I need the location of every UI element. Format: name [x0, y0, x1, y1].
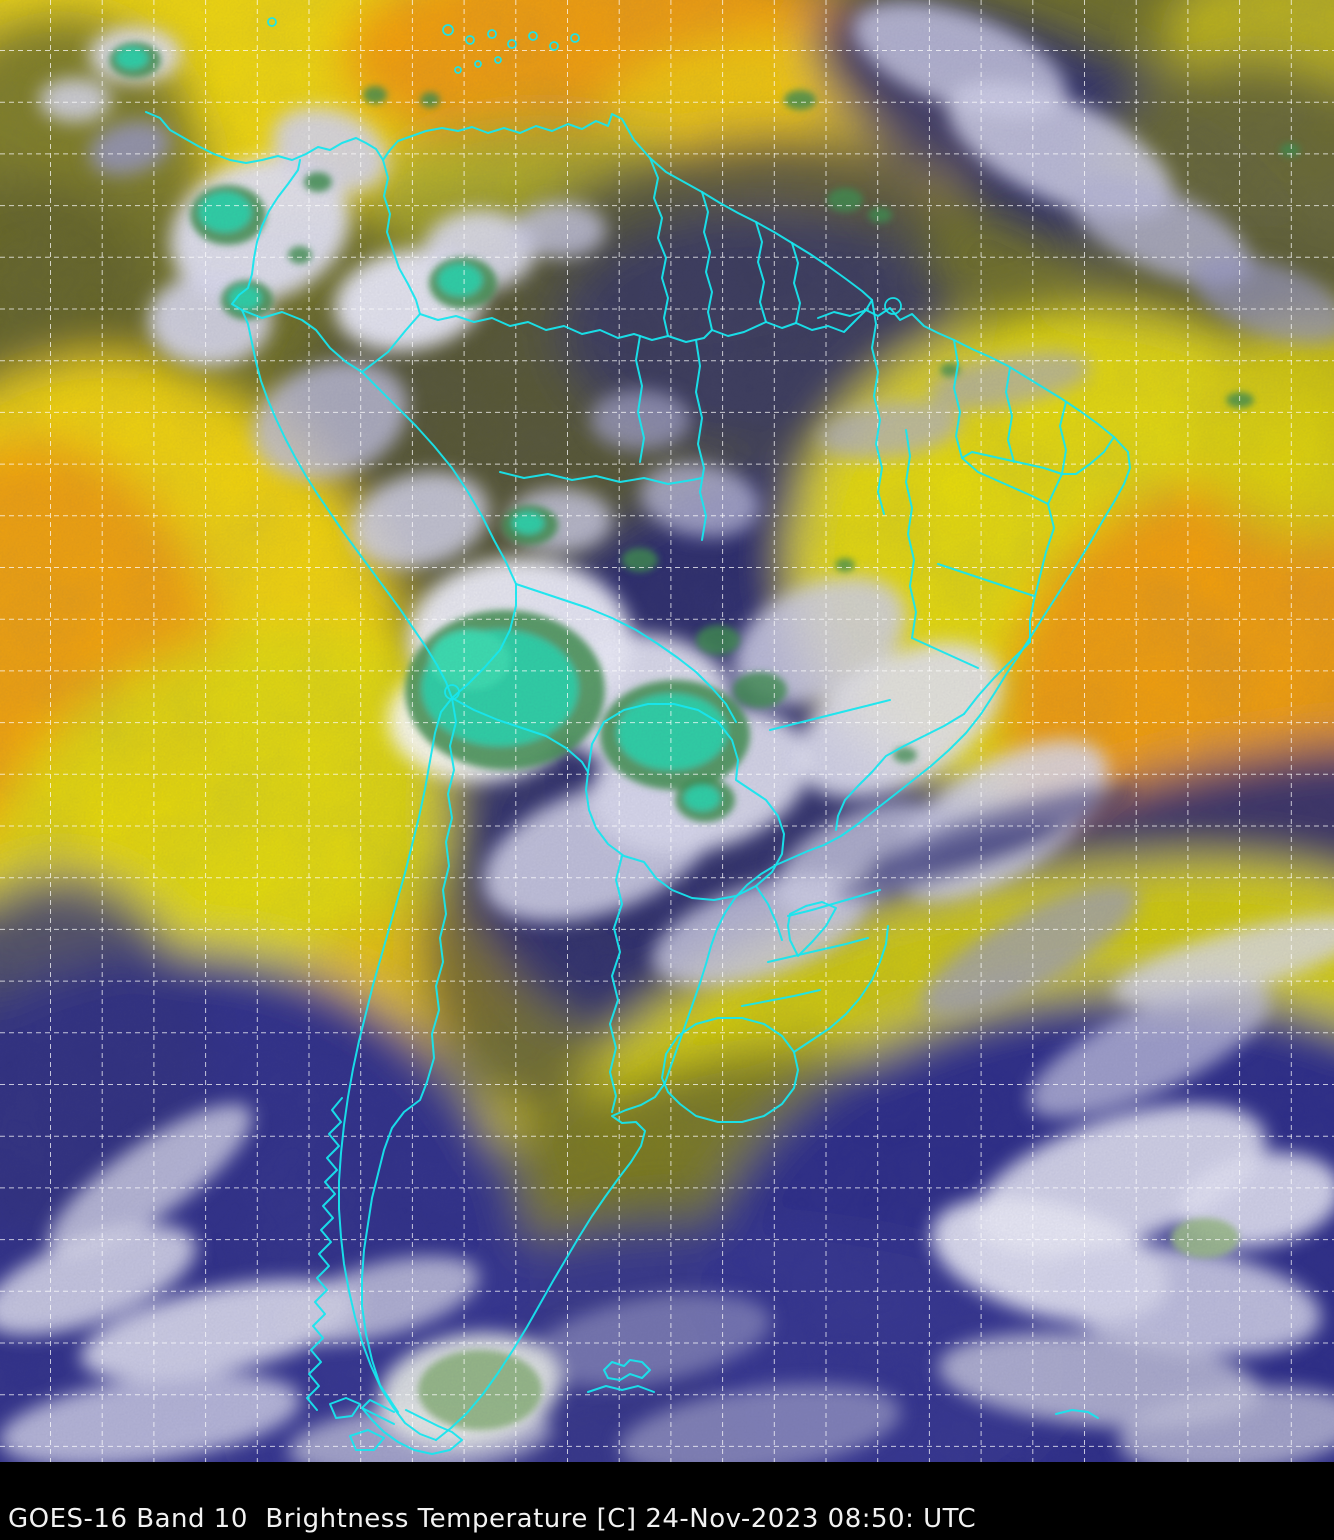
border-path [817, 309, 867, 319]
border-path [871, 299, 885, 515]
border-path [361, 313, 421, 373]
latlon-grid-overlay [0, 0, 1334, 1462]
border-path [1055, 1409, 1099, 1419]
island-outline [454, 66, 462, 74]
caption-text: GOES-16 Band 10 Brightness Temperature [… [8, 1504, 977, 1535]
island-outline [507, 39, 517, 49]
border-path [1029, 503, 1055, 643]
border-path [585, 703, 785, 901]
island-outline [884, 297, 902, 315]
border-path [451, 697, 589, 773]
border-path [741, 989, 821, 1007]
border-path [661, 1017, 799, 1123]
caption-bar: GOES-16 Band 10 Brightness Temperature [… [0, 1462, 1334, 1540]
island-outline [494, 56, 502, 64]
island-outline [528, 31, 538, 41]
border-path [499, 471, 703, 485]
satellite-map [0, 0, 1334, 1462]
island-outline [267, 17, 277, 27]
border-path [937, 563, 1035, 597]
border-path [791, 242, 801, 324]
border-path [953, 339, 963, 459]
border-path [349, 1429, 385, 1451]
border-path [667, 309, 867, 343]
island-outline [442, 24, 454, 36]
border-path [635, 335, 645, 463]
border-path [451, 583, 517, 699]
island-outline [487, 29, 497, 39]
border-path [231, 159, 453, 1441]
border-path [145, 111, 1131, 1441]
border-path [701, 191, 713, 331]
border-path [382, 159, 421, 315]
border-path [755, 221, 767, 323]
border-path [306, 1097, 343, 1411]
border-path [695, 339, 707, 541]
island-outline [444, 684, 460, 700]
border-path [1005, 367, 1015, 463]
border-path [787, 889, 881, 917]
island-outline [549, 41, 559, 51]
satellite-map-canvas [0, 0, 1334, 1462]
border-path [587, 1385, 655, 1393]
grain-texture [0, 0, 1334, 1462]
border-path [361, 1407, 395, 1425]
border-path [963, 641, 1031, 715]
border-path [361, 1399, 463, 1455]
border-path [329, 1397, 361, 1419]
border-path [1059, 401, 1067, 475]
border-path [361, 697, 457, 1413]
border-path [515, 583, 737, 723]
border-path [419, 313, 669, 341]
border-path [769, 699, 891, 731]
border-path [241, 309, 363, 373]
border-path [361, 371, 517, 585]
border-path [767, 937, 869, 963]
border-path [905, 429, 917, 639]
border-path [755, 885, 783, 941]
border-path [649, 157, 669, 337]
border-path [961, 436, 1115, 475]
border-path [609, 855, 623, 1113]
border-path [911, 637, 979, 669]
border-path [603, 1359, 651, 1381]
island-outline [465, 35, 475, 45]
border-path [835, 713, 965, 831]
island-outline [570, 33, 580, 43]
country-borders-overlay [145, 17, 1131, 1455]
border-path [793, 925, 889, 1053]
island-outline [474, 60, 482, 68]
border-path [787, 901, 837, 957]
